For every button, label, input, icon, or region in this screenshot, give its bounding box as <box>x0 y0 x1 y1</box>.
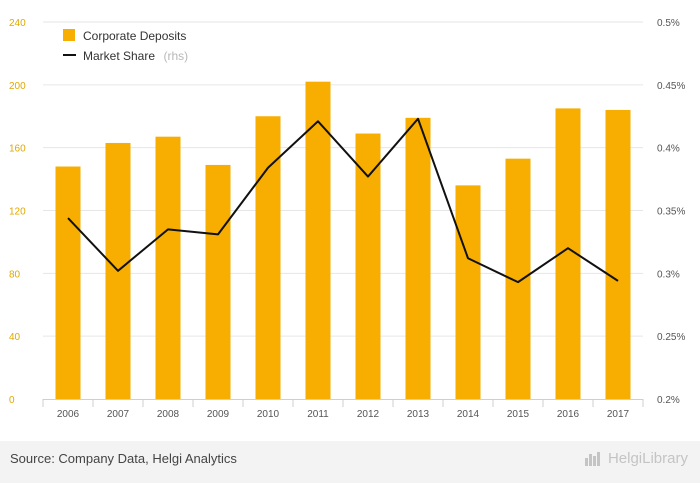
x-tick-label: 2007 <box>107 409 130 420</box>
brand-logo: HelgiLibrary <box>584 450 688 467</box>
y-tick-right: 0.45% <box>657 81 685 92</box>
x-tick-label: 2017 <box>607 409 630 420</box>
x-tick-label: 2008 <box>157 409 180 420</box>
x-tick-label: 2013 <box>407 409 430 420</box>
gridlines <box>43 21 643 337</box>
bar <box>305 81 331 400</box>
legend-label-market-share: Market Share (rhs) <box>83 47 188 64</box>
x-tick-label: 2006 <box>57 409 80 420</box>
bar <box>205 164 231 399</box>
x-tick-label: 2010 <box>257 409 280 420</box>
y-tick-left: 120 <box>9 207 26 218</box>
x-tick-label: 2014 <box>457 409 480 420</box>
y-tick-left: 40 <box>9 332 21 343</box>
bars <box>55 81 631 400</box>
y-tick-left: 200 <box>9 81 26 92</box>
bar <box>455 185 481 399</box>
market-share-polyline <box>67 117 619 284</box>
legend-label-market-share-text: Market Share <box>83 49 155 63</box>
y-tick-left: 160 <box>9 144 26 155</box>
source-text: Source: Company Data, Helgi Analytics <box>10 451 237 466</box>
axes: 0 40 80 120 160 200 240 0.2% 0.25% 0.3% 0.35% 0.4% 0… <box>9 18 685 420</box>
x-tick-label: 2016 <box>557 409 580 420</box>
bar <box>355 133 381 399</box>
bar <box>405 117 431 399</box>
y-tick-right: 0.4% <box>657 144 680 155</box>
y-tick-right: 0.25% <box>657 332 685 343</box>
legend-label-rhs: (rhs) <box>163 49 188 63</box>
x-tick-label: 2011 <box>307 409 329 420</box>
combo-chart: 0 40 80 120 160 200 240 0.2% 0.25% 0.3% 0.35% 0.4% 0… <box>9 18 685 420</box>
x-tick-label: 2009 <box>207 409 230 420</box>
bar <box>255 116 281 399</box>
bar <box>605 109 631 399</box>
bar <box>155 136 181 399</box>
y-tick-left: 0 <box>9 395 15 406</box>
market-share-line <box>67 117 619 284</box>
footer: Source: Company Data, Helgi Analytics He… <box>0 441 700 483</box>
legend-swatch-corporate-deposits <box>63 29 75 41</box>
y-tick-right: 0.35% <box>657 207 685 218</box>
legend-label-corporate-deposits: Corporate Deposits <box>83 29 186 43</box>
x-tick-label: 2012 <box>357 409 380 420</box>
legend: Corporate Deposits Market Share (rhs) <box>63 29 188 64</box>
y-tick-right: 0.3% <box>657 269 680 280</box>
x-tick-label: 2015 <box>507 409 530 420</box>
library-icon <box>584 451 603 466</box>
brand-name: HelgiLibrary <box>607 450 688 467</box>
bar <box>55 166 81 399</box>
y-tick-left: 80 <box>9 269 21 280</box>
y-tick-left: 240 <box>9 18 26 29</box>
y-tick-right: 0.5% <box>657 18 680 29</box>
y-tick-right: 0.2% <box>657 395 680 406</box>
